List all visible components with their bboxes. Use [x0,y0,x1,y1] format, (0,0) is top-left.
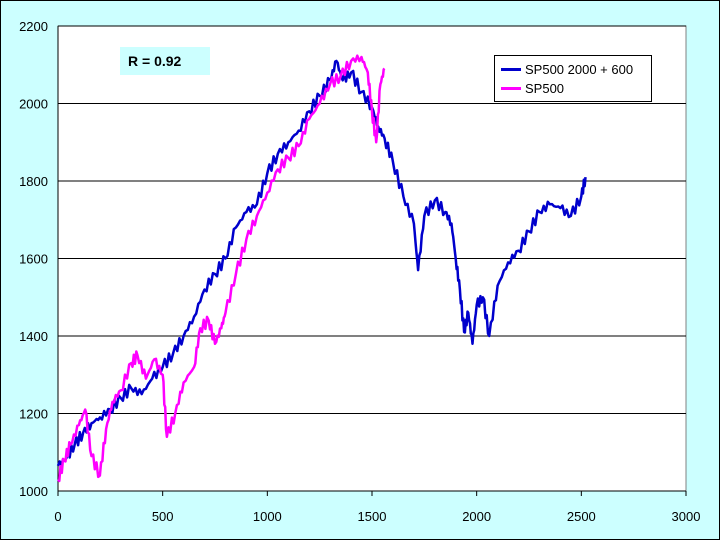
series-lines [56,54,587,483]
y-tick-label: 2000 [19,97,48,112]
x-tick-label: 3000 [672,509,701,524]
y-tick-label: 1800 [19,174,48,189]
legend-label-series-2: SP500 [525,81,565,96]
x-tick-label: 2500 [567,509,596,524]
x-tick-label: 1500 [358,509,387,524]
y-tick-label: 1400 [19,329,48,344]
axes [57,26,687,496]
x-tick-label: 0 [54,509,61,524]
y-tick-label: 1000 [19,484,48,499]
y-tick-label: 1600 [19,252,48,267]
legend-swatch-series-2 [501,87,521,90]
legend-swatch-series-1 [501,68,521,71]
x-tick-label: 1000 [253,509,282,524]
y-tick-label: 2200 [19,19,48,34]
x-tick-labels: 0 500 1000 1500 2000 2500 3000 [54,509,700,524]
y-tick-label: 1200 [19,407,48,422]
x-tick-label: 500 [152,509,174,524]
legend-label-series-1: SP500 2000 + 600 [525,62,634,77]
x-tick-label: 2000 [462,509,491,524]
legend-item-series-2: SP500 [495,79,651,98]
y-tick-labels: 1000 1200 1400 1600 1800 2000 2200 [19,19,48,499]
series-line-2 [57,54,386,483]
legend-item-series-1: SP500 2000 + 600 [495,60,651,79]
correlation-annotation: R = 0.92 [120,47,210,75]
series-line-1 [56,59,587,467]
legend: SP500 2000 + 600 SP500 [494,55,652,102]
